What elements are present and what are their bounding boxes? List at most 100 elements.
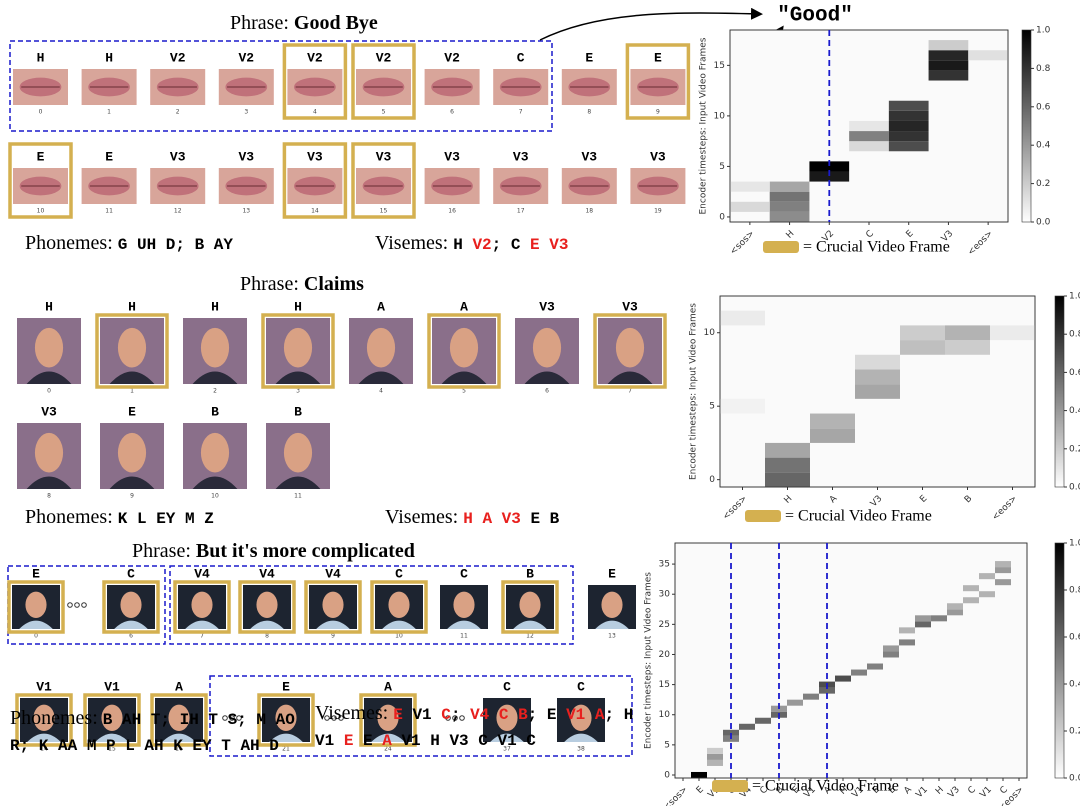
heatmap-cell [929, 50, 969, 60]
face [322, 592, 343, 618]
heatmap-cell [765, 472, 810, 487]
frame-index: 19 [654, 208, 662, 215]
x-tick-label: V3 [946, 785, 961, 800]
y-tick-label: 0 [709, 475, 715, 485]
viseme-label: V2 [238, 50, 254, 65]
heatmap-cell [739, 724, 755, 730]
colorbar-tick-label: 0.4 [1036, 141, 1051, 151]
frame-index: 2 [213, 388, 217, 395]
viseme-label: C [517, 50, 525, 65]
x-tick-label: A [828, 493, 840, 505]
phonemes: Phonemes: K L EY M Z [25, 505, 214, 531]
heatmap-cell [855, 355, 900, 370]
frame-index: 8 [47, 493, 51, 500]
colorbar-tick-label: 0.2 [1036, 179, 1050, 189]
viseme-label: V3 [238, 149, 254, 164]
heatmap-cell [915, 615, 931, 621]
x-tick-label: H [785, 229, 797, 241]
heatmap-cell [947, 609, 963, 615]
ellipsis-dot [82, 603, 87, 608]
x-tick-label: C [966, 785, 978, 797]
phrase: Claims [304, 273, 364, 295]
viseme-label: V3 [444, 149, 460, 164]
colorbar-tick-label: 0.6 [1069, 368, 1080, 378]
colorbar-tick-label: 1.0 [1069, 539, 1080, 549]
viseme-label: H [45, 299, 53, 314]
heatmap-cell [755, 718, 771, 724]
legend-swatch [712, 780, 748, 792]
heatmap-cell [849, 121, 889, 131]
visemes: Visemes: H A V3 E B [385, 505, 559, 531]
colorbar-tick-label: 0.8 [1069, 586, 1080, 596]
y-tick-label: 5 [719, 162, 725, 172]
visemes-label: Visemes: [385, 506, 458, 528]
viseme-label: E [608, 566, 616, 581]
colorbar-tick-label: 0.8 [1036, 64, 1051, 74]
frame-index: 1 [107, 109, 111, 116]
y-tick-label: 20 [659, 650, 671, 660]
colorbar-tick-label: 1.0 [1036, 26, 1051, 36]
heatmap-cell [889, 111, 929, 121]
viseme-token: E [393, 706, 403, 724]
viseme-label: E [282, 679, 290, 694]
frame-index: 14 [311, 208, 319, 215]
frame-index: 15 [380, 208, 388, 215]
viseme-label: A [175, 679, 183, 694]
phrase-prefix: Phrase: [240, 273, 299, 295]
phrase-title: Phrase: But it's more complicated [132, 539, 415, 563]
frame-index: 10 [211, 493, 219, 500]
colorbar-tick-label: 0.6 [1036, 102, 1051, 112]
face [25, 592, 46, 618]
viseme-label: A [377, 299, 385, 314]
viseme-label: A [384, 679, 392, 694]
heatmap-cell [770, 212, 810, 222]
frame-index: 8 [587, 109, 591, 116]
viseme-label: C [577, 679, 585, 694]
heatmap-cell [855, 384, 900, 399]
x-tick-label: <sos> [662, 785, 690, 806]
frame-index: 0 [39, 109, 43, 116]
x-tick-label: V1 [914, 785, 929, 800]
face [367, 328, 395, 368]
colorbar-tick-label: 0.4 [1069, 680, 1080, 690]
annotation: "Good" [777, 5, 853, 28]
colorbar-tick-label: 0.2 [1069, 727, 1080, 737]
face [616, 328, 644, 368]
heatmap-cell [900, 340, 945, 355]
colorbar [1055, 296, 1064, 487]
colorbar-tick-label: 0.2 [1069, 444, 1080, 454]
frame-index: 17 [517, 208, 525, 215]
heatmap-cell [787, 700, 803, 706]
heatmap-cell [835, 676, 851, 682]
viseme-token: ; C [492, 236, 530, 254]
x-tick-label: H [783, 494, 795, 506]
x-tick-label: H [934, 785, 946, 797]
heatmap-cell [929, 70, 969, 80]
viseme-label: C [460, 566, 468, 581]
face [201, 433, 229, 473]
heatmap-cell [849, 131, 889, 141]
legend-text: = Crucial Video Frame [785, 508, 932, 525]
x-tick-label: B [963, 494, 974, 505]
visemes: Visemes: H V2; C E V3 [375, 231, 568, 257]
frame-index: 4 [379, 388, 383, 395]
face [388, 592, 409, 618]
y-tick-label: 25 [659, 620, 670, 630]
heatmap-cell [929, 60, 969, 70]
colorbar-tick-label: 0.4 [1069, 406, 1080, 416]
x-tick-label: E [918, 494, 929, 505]
viseme-label: V3 [622, 299, 638, 314]
phonemes: Phonemes: G UH D; B AY [25, 231, 233, 257]
colorbar-tick-label: 0.0 [1069, 774, 1080, 784]
face [201, 328, 229, 368]
y-tick-label: 10 [714, 111, 726, 121]
frame-index: 13 [608, 633, 616, 640]
phonemes: Phonemes: B AH T; IH T S; M AO R; K AA M… [10, 706, 310, 758]
y-axis-label: Encoder timesteps: Input Video Frames [689, 303, 699, 480]
viseme-token: C [441, 706, 451, 724]
heatmap-cell [883, 645, 899, 651]
colorbar-tick-label: 0.0 [1036, 218, 1051, 228]
frame-index: 6 [545, 388, 549, 395]
heatmap-cell [963, 585, 979, 591]
viseme-label: H [128, 299, 136, 314]
